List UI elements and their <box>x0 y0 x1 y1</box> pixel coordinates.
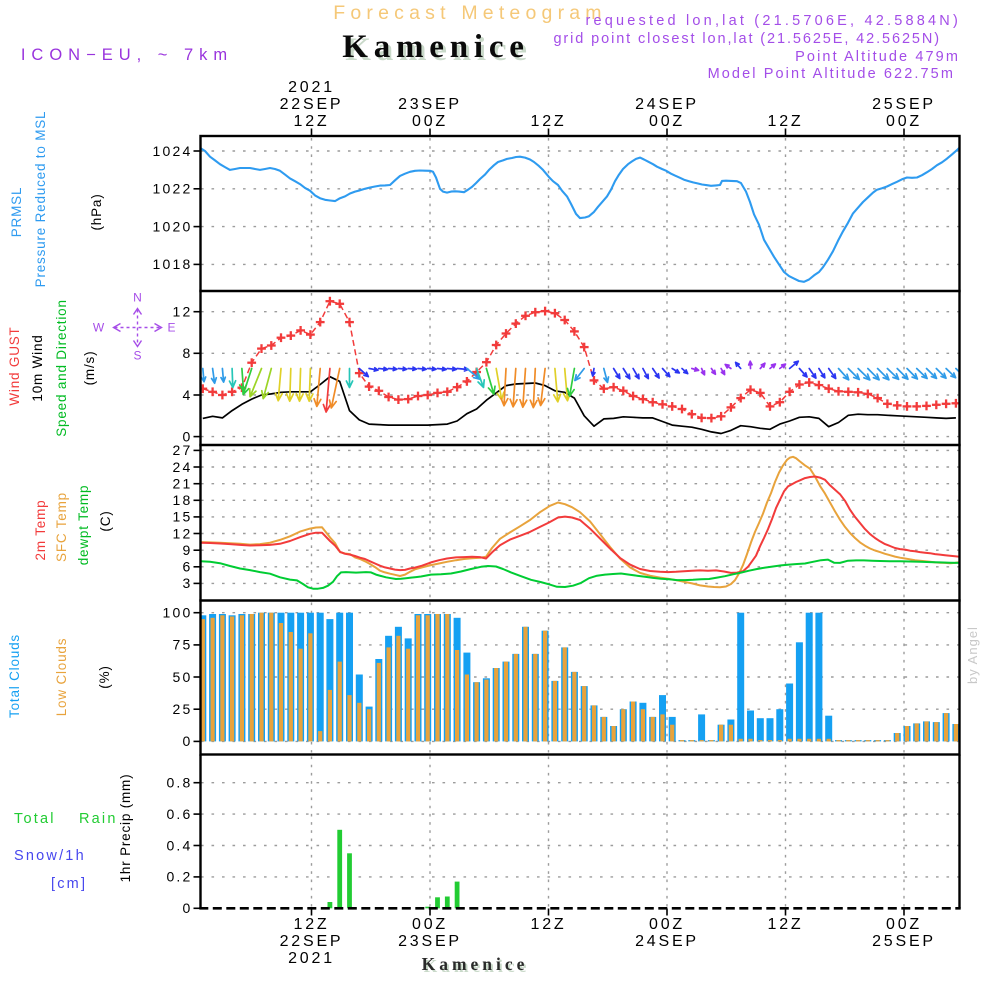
svg-text:W: W <box>93 321 105 335</box>
svg-text:12Z: 12Z <box>531 916 567 933</box>
svg-text:(hPa): (hPa) <box>89 193 104 230</box>
svg-text:0.4: 0.4 <box>166 837 192 853</box>
svg-text:21: 21 <box>173 475 193 491</box>
svg-text:(m/s): (m/s) <box>82 351 97 386</box>
svg-text:2021: 2021 <box>288 79 335 96</box>
svg-text:9: 9 <box>183 542 193 558</box>
svg-text:00Z: 00Z <box>412 916 448 933</box>
svg-text:00Z: 00Z <box>412 113 448 130</box>
svg-text:00Z: 00Z <box>886 916 922 933</box>
svg-text:24: 24 <box>173 459 193 475</box>
svg-text:10m Wind: 10m Wind <box>30 334 45 401</box>
svg-text:12Z: 12Z <box>294 113 330 130</box>
svg-text:22SEP: 22SEP <box>280 933 344 950</box>
svg-text:Forecast Meteogram: Forecast Meteogram <box>333 2 607 24</box>
svg-text:Model Point Altitude 622.75m: Model Point Altitude 622.75m <box>708 66 955 82</box>
svg-text:75: 75 <box>173 637 193 653</box>
svg-text:grid point closest lon,lat (21: grid point closest lon,lat (21.5625E, 42… <box>553 31 941 47</box>
svg-text:Snow/1h: Snow/1h <box>14 848 86 864</box>
svg-text:ICON−EU, ~ 7km: ICON−EU, ~ 7km <box>21 46 233 64</box>
svg-text:N: N <box>133 291 142 305</box>
svg-text:12: 12 <box>173 303 193 319</box>
svg-text:1022: 1022 <box>153 181 193 197</box>
svg-text:00Z: 00Z <box>886 113 922 130</box>
svg-text:0: 0 <box>183 733 193 749</box>
svg-text:25SEP: 25SEP <box>872 96 936 113</box>
svg-text:by Angel: by Angel <box>965 626 980 684</box>
svg-text:12Z: 12Z <box>294 916 330 933</box>
svg-text:00Z: 00Z <box>649 916 685 933</box>
svg-text:6: 6 <box>183 559 193 575</box>
svg-text:Wind GUST: Wind GUST <box>7 326 22 405</box>
svg-text:Kamenice: Kamenice <box>342 29 530 65</box>
svg-text:8: 8 <box>183 345 193 361</box>
svg-text:Low Clouds: Low Clouds <box>54 638 69 717</box>
svg-text:12Z: 12Z <box>768 113 804 130</box>
svg-text:23SEP: 23SEP <box>398 933 462 950</box>
svg-text:Speed and Direction: Speed and Direction <box>54 299 69 437</box>
svg-text:27: 27 <box>173 442 193 458</box>
svg-text:1020: 1020 <box>153 218 193 234</box>
svg-text:PRMSL: PRMSL <box>9 187 24 238</box>
svg-text:0: 0 <box>183 900 193 916</box>
svg-text:Total Clouds: Total Clouds <box>7 634 22 718</box>
svg-text:15: 15 <box>173 509 193 525</box>
svg-text:S: S <box>133 349 141 363</box>
svg-text:50: 50 <box>173 669 193 685</box>
svg-text:24SEP: 24SEP <box>635 933 699 950</box>
svg-text:0.8: 0.8 <box>166 775 192 791</box>
svg-text:dewpt Temp: dewpt Temp <box>76 485 91 566</box>
svg-text:4: 4 <box>183 387 193 403</box>
svg-text:22SEP: 22SEP <box>280 96 344 113</box>
svg-text:24SEP: 24SEP <box>635 96 699 113</box>
svg-text:2021: 2021 <box>288 950 335 967</box>
svg-text:Total: Total <box>14 811 56 827</box>
svg-text:12Z: 12Z <box>768 916 804 933</box>
svg-text:0.2: 0.2 <box>166 869 192 885</box>
svg-text:Kamenice: Kamenice <box>345 32 533 68</box>
svg-text:1018: 1018 <box>153 256 193 272</box>
svg-text:100: 100 <box>163 604 193 620</box>
svg-text:E: E <box>167 321 175 335</box>
svg-text:SFC Temp: SFC Temp <box>54 492 69 562</box>
svg-text:(C): (C) <box>98 510 113 531</box>
svg-text:25SEP: 25SEP <box>872 933 936 950</box>
svg-text:1hr Precip (mm): 1hr Precip (mm) <box>118 774 133 883</box>
svg-text:Rain: Rain <box>79 811 118 827</box>
svg-text:25: 25 <box>173 701 193 717</box>
svg-text:23SEP: 23SEP <box>398 96 462 113</box>
svg-text:2m Temp: 2m Temp <box>33 500 48 561</box>
svg-text:12: 12 <box>173 525 193 541</box>
svg-text:requested lon,lat (21.5706E, 4: requested lon,lat (21.5706E, 42.5884N) <box>585 13 961 29</box>
svg-text:Pressure Reduced to MSL: Pressure Reduced to MSL <box>33 111 48 288</box>
svg-text:Point Altitude 479m: Point Altitude 479m <box>795 49 960 65</box>
svg-text:3: 3 <box>183 575 193 591</box>
svg-text:1024: 1024 <box>153 143 193 159</box>
svg-text:(%): (%) <box>97 665 112 688</box>
svg-text:12Z: 12Z <box>531 113 567 130</box>
svg-text:Kamenice: Kamenice <box>424 956 531 976</box>
svg-text:18: 18 <box>173 492 193 508</box>
svg-text:00Z: 00Z <box>649 113 685 130</box>
svg-text:[cm]: [cm] <box>51 876 87 892</box>
svg-text:0: 0 <box>183 428 193 444</box>
svg-text:0.6: 0.6 <box>166 806 192 822</box>
svg-text:Kamenice: Kamenice <box>422 954 529 974</box>
